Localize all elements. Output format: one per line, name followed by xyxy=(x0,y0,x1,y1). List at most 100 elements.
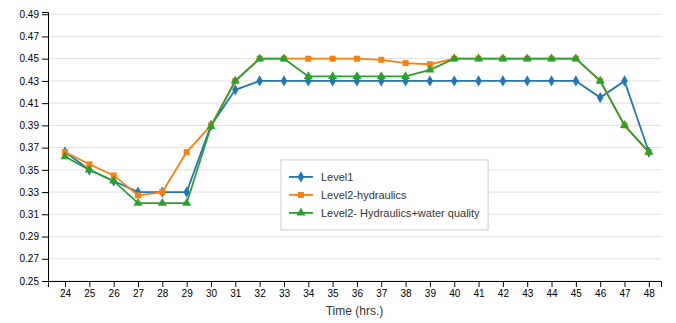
point xyxy=(547,53,556,61)
tick-mark xyxy=(235,281,236,287)
tick: 32 xyxy=(255,281,267,299)
tick: 0.49 xyxy=(20,9,48,20)
tick: 47 xyxy=(619,281,631,299)
tick-label: 0.27 xyxy=(20,253,40,264)
tick: 25 xyxy=(84,281,96,299)
point xyxy=(548,75,554,86)
x-axis-title: Time (hrs.) xyxy=(326,304,384,318)
legend-frame xyxy=(281,160,488,230)
grid-line xyxy=(48,147,661,148)
point xyxy=(60,151,69,159)
tick-label: 26 xyxy=(109,288,121,299)
tick: 33 xyxy=(279,281,291,299)
tick-mark xyxy=(42,259,48,260)
tick-mark xyxy=(162,281,163,287)
tick-label: 48 xyxy=(644,288,656,299)
tick-label: 0.35 xyxy=(20,165,40,176)
tick-label: 25 xyxy=(84,288,96,299)
tick: 40 xyxy=(449,281,461,299)
tick-mark xyxy=(42,103,48,104)
tick-mark xyxy=(649,281,650,287)
x-axis: 2425262728293031323334353637383940414243… xyxy=(49,281,662,299)
tick-mark xyxy=(357,281,358,287)
point xyxy=(304,71,313,79)
tick: 0.47 xyxy=(20,31,48,42)
tick: 0.29 xyxy=(20,231,48,242)
tick: 27 xyxy=(133,281,145,299)
tick-label: 44 xyxy=(546,288,558,299)
tick-label: 35 xyxy=(328,288,340,299)
grid-line xyxy=(48,36,661,37)
tick-label: 33 xyxy=(279,288,291,299)
point xyxy=(621,75,627,86)
point xyxy=(401,71,410,79)
tick-label: 47 xyxy=(619,288,631,299)
grid-line xyxy=(48,258,661,259)
tick-mark xyxy=(187,281,188,287)
tick-label: 43 xyxy=(522,288,534,299)
grid xyxy=(48,14,661,281)
tick-label: 39 xyxy=(425,288,437,299)
tick-mark xyxy=(406,281,407,287)
chart: 2425262728293031323334353637383940414243… xyxy=(0,0,676,323)
tick-mark xyxy=(527,281,528,287)
legend-swatch xyxy=(298,171,304,182)
tick: 0.35 xyxy=(20,165,48,176)
tick: 30 xyxy=(206,281,218,299)
point xyxy=(328,71,337,79)
tick: 45 xyxy=(571,281,583,299)
point xyxy=(500,75,506,86)
tick-label: 0.41 xyxy=(20,98,40,109)
legend: Level1Level2-hydraulicsLevel2- Hydraulic… xyxy=(281,160,488,230)
point xyxy=(474,53,483,61)
tick-mark xyxy=(333,281,334,287)
tick-mark xyxy=(42,214,48,215)
tick: 35 xyxy=(328,281,340,299)
plot: 2425262728293031323334353637383940414243… xyxy=(20,9,662,299)
point xyxy=(281,75,287,86)
point xyxy=(231,76,240,84)
point xyxy=(427,75,433,86)
tick-mark xyxy=(625,281,626,287)
tick-mark xyxy=(42,14,48,15)
tick: 36 xyxy=(352,281,364,299)
tick: 0.25 xyxy=(20,276,48,287)
tick-mark xyxy=(42,192,48,193)
tick-label: 0.37 xyxy=(20,142,40,153)
grid-line xyxy=(48,125,661,126)
tick: 0.43 xyxy=(20,76,48,87)
tick-label: 40 xyxy=(449,288,461,299)
tick-label: 0.29 xyxy=(20,231,40,242)
tick: 0.45 xyxy=(20,53,48,64)
point xyxy=(524,75,530,86)
tick: 28 xyxy=(157,281,169,299)
point xyxy=(450,53,459,61)
tick-mark xyxy=(42,125,48,126)
axis-line xyxy=(49,282,662,288)
point xyxy=(596,76,605,84)
tick-mark xyxy=(211,281,212,287)
tick-mark xyxy=(114,281,115,287)
tick-mark xyxy=(284,281,285,287)
legend-swatch xyxy=(296,208,305,216)
point xyxy=(305,56,311,62)
tick: 29 xyxy=(182,281,194,299)
tick-mark xyxy=(42,170,48,171)
legend-label: Level1 xyxy=(321,171,353,183)
tick-label: 28 xyxy=(157,288,169,299)
legend-item: Level2-hydraulics xyxy=(289,189,407,201)
point xyxy=(620,120,629,128)
tick-label: 0.49 xyxy=(20,9,40,20)
tick-label: 38 xyxy=(401,288,413,299)
tick-label: 45 xyxy=(571,288,583,299)
tick-label: 32 xyxy=(255,288,267,299)
point xyxy=(451,75,457,86)
point xyxy=(206,121,215,129)
tick-mark xyxy=(576,281,577,287)
point xyxy=(571,53,580,61)
point xyxy=(182,198,191,206)
tick-label: 31 xyxy=(230,288,242,299)
tick: 41 xyxy=(473,281,485,299)
tick-label: 24 xyxy=(60,288,72,299)
tick-label: 34 xyxy=(303,288,315,299)
